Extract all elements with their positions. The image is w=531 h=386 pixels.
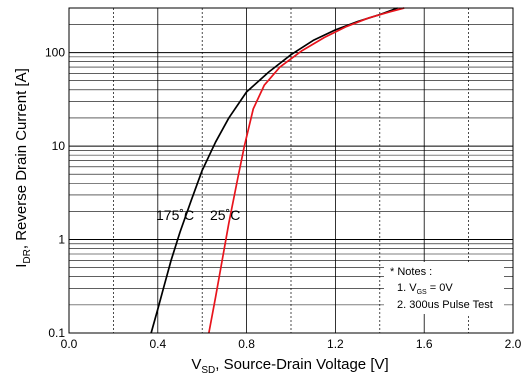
series-line-0	[150, 7, 398, 334]
series-line-1	[208, 7, 405, 334]
x-tick-label: 0.4	[149, 337, 166, 351]
series-label-25c: 25˚C	[210, 207, 240, 223]
x-tick-label: 2.0	[505, 337, 522, 351]
y-tick-label: 1	[58, 233, 65, 247]
series-label-175c: 175˚C	[156, 207, 194, 223]
plot-frame	[68, 7, 514, 334]
series-layer	[150, 7, 405, 334]
x-tick-label: 0.0	[61, 337, 78, 351]
tick-labels: 0.0 0.4 0.8 1.2 1.6 2.0 0.1 1 10 100	[45, 46, 522, 351]
notes-line-1: 1. VGS = 0V	[397, 282, 453, 296]
notes-box: * Notes : 1. VGS = 0V 2. 300us Pulse Tes…	[384, 262, 504, 314]
y-axis-label: IDR, Reverse Drain Current [A]	[13, 68, 33, 268]
x-tick-label: 1.2	[327, 337, 344, 351]
y-tick-label: 100	[45, 46, 65, 60]
notes-line-2: 2. 300us Pulse Test	[397, 299, 493, 311]
x-tick-label: 1.6	[416, 337, 433, 351]
notes-title: * Notes :	[390, 266, 432, 278]
x-tick-label: 0.8	[238, 337, 255, 351]
x-axis-label: VSD, Source-Drain Voltage [V]	[191, 356, 388, 376]
notes-background	[384, 262, 504, 314]
y-tick-label: 0.1	[48, 326, 65, 340]
y-tick-label: 10	[52, 139, 66, 153]
